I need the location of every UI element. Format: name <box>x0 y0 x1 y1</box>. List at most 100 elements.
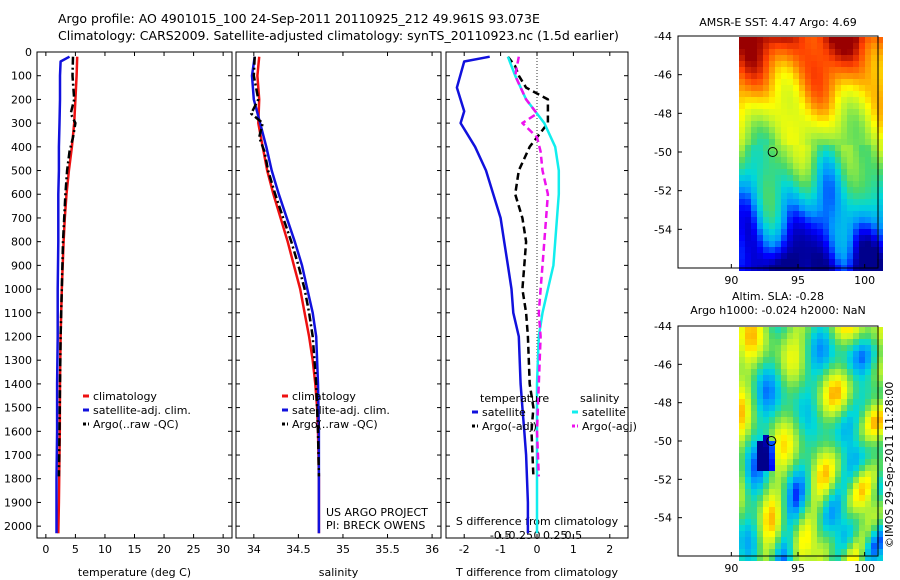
sst-map-cell <box>829 145 835 151</box>
sla-map-cell <box>859 555 865 561</box>
sla-map-cell <box>835 513 841 519</box>
sla-map-cell <box>859 345 865 351</box>
sst-map-cell <box>763 73 769 79</box>
sla-map-cell <box>853 549 859 555</box>
sst-map-cell <box>757 175 763 181</box>
sst-map-cell <box>751 193 757 199</box>
sst-map-cell <box>811 187 817 193</box>
sst-map-cell <box>781 115 787 121</box>
sla-map-cell <box>817 537 823 543</box>
sst-map-cell <box>835 193 841 199</box>
sst-map-cell <box>739 247 745 253</box>
sla-map-cell <box>829 459 835 465</box>
sst-map-cell <box>769 151 775 157</box>
sst-map-cell <box>841 103 847 109</box>
sst-map-cell <box>763 103 769 109</box>
sla-map-cell <box>793 459 799 465</box>
sla-map-cell <box>805 381 811 387</box>
sst-map-cell <box>811 247 817 253</box>
sla-map-cell <box>853 537 859 543</box>
sla-map-cell <box>751 507 757 513</box>
sla-map-cell <box>787 393 793 399</box>
sla-map-cell <box>841 525 847 531</box>
sla-map-cell <box>775 429 781 435</box>
sst-map-cell <box>751 97 757 103</box>
sla-map-cell <box>823 393 829 399</box>
sla-map-cell <box>871 429 877 435</box>
sla-map-cell <box>775 351 781 357</box>
sla-map-cell <box>811 417 817 423</box>
sst-map-cell <box>757 211 763 217</box>
sst-map-cell <box>757 73 763 79</box>
sst-map-cell <box>859 223 865 229</box>
sst-map-cell <box>745 37 751 43</box>
sla-map-cell <box>793 369 799 375</box>
depth-tick-label: 0 <box>25 46 32 59</box>
sst-map-cell <box>859 109 865 115</box>
sst-map-cell <box>823 127 829 133</box>
sla-map-cell <box>811 333 817 339</box>
sla-map-cell <box>757 429 763 435</box>
sla-map-cell <box>769 399 775 405</box>
salinity-diff-tick-label: -0.25 <box>505 529 533 542</box>
sla-map-cell <box>739 357 745 363</box>
sla-map-cell <box>799 441 805 447</box>
sla-map-cell <box>745 531 751 537</box>
sla-map-cell <box>775 411 781 417</box>
sst-map-cell <box>817 79 823 85</box>
sst-map-cell <box>823 175 829 181</box>
sla-map-cell <box>805 363 811 369</box>
sla-map-cell <box>751 399 757 405</box>
sst-map-cell <box>853 211 859 217</box>
sst-map-cell <box>757 91 763 97</box>
sst-map-cell <box>829 241 835 247</box>
sst-map-cell <box>829 115 835 121</box>
sst-map-cell <box>775 235 781 241</box>
sst-map-cell <box>817 235 823 241</box>
sst-map-cell <box>823 151 829 157</box>
sla-map-cell <box>769 345 775 351</box>
sst-map-cell <box>871 37 877 43</box>
sst-map-cell <box>871 205 877 211</box>
sst-map-cell <box>871 55 877 61</box>
sla-map-cell <box>757 381 763 387</box>
sla-map-cell <box>841 435 847 441</box>
sla-map-cell <box>865 417 871 423</box>
sla-map-cell <box>841 549 847 555</box>
differences-xtick-label: -2 <box>459 543 470 556</box>
differences-series-blue-line <box>455 55 530 534</box>
sla-map-cell <box>805 453 811 459</box>
sst-map-cell <box>745 181 751 187</box>
salinity-diff-tick-label: 0.25 <box>543 529 568 542</box>
sla-map-cell <box>871 465 877 471</box>
sla-map-cell <box>751 471 757 477</box>
sst-map-cell <box>847 55 853 61</box>
sla-map-cell <box>805 459 811 465</box>
sla-map-cell <box>739 363 745 369</box>
sst-map-cell <box>787 169 793 175</box>
sst-map-cell <box>865 253 871 259</box>
sst-map-cell <box>781 97 787 103</box>
sla-map-cell <box>817 525 823 531</box>
sla-map-cell <box>829 489 835 495</box>
sla-map-cell <box>823 387 829 393</box>
sst-map-cell <box>865 139 871 145</box>
sla-map-cell <box>793 525 799 531</box>
sst-map-cell <box>745 91 751 97</box>
sla-map-cell <box>841 351 847 357</box>
sla-map-cell <box>757 501 763 507</box>
depth-tick-label: 1300 <box>4 354 32 367</box>
sla-map-cell <box>739 441 745 447</box>
sla-map-cell <box>799 519 805 525</box>
sla-map-cell <box>763 399 769 405</box>
sst-map-cell <box>829 193 835 199</box>
sla-map-cell <box>841 327 847 333</box>
sst-map-cell <box>817 217 823 223</box>
sst-map-cell <box>763 181 769 187</box>
sst-map-cell <box>781 211 787 217</box>
sla-map-cell <box>751 345 757 351</box>
sst-map-cell <box>877 211 883 217</box>
sst-map-cell <box>871 85 877 91</box>
sst-map-cell <box>745 211 751 217</box>
sst-map-cell <box>823 169 829 175</box>
